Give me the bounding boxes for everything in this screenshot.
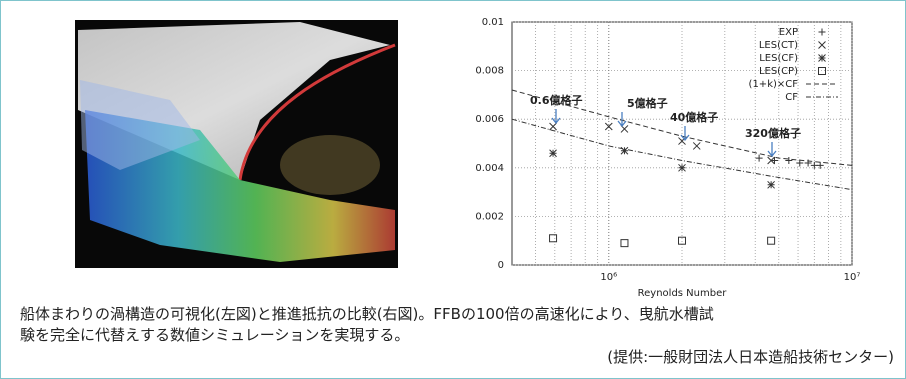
y-tick-label: 0.01 <box>482 17 504 28</box>
marker <box>819 29 826 36</box>
marker <box>550 235 557 242</box>
marker <box>805 159 812 166</box>
x-axis-label: Reynolds Number <box>638 288 728 299</box>
page: body { margin: 0; width: 906px; height: … <box>0 0 906 379</box>
flow-visualization <box>75 20 398 268</box>
marker <box>621 240 628 247</box>
annotation-arrow <box>768 142 776 156</box>
marker <box>550 123 557 130</box>
marker <box>817 162 824 169</box>
y-tick-label: 0.008 <box>475 66 504 77</box>
x-tick-label: 10⁶ <box>600 272 617 283</box>
legend-label: (1+k)×CF <box>749 79 799 90</box>
y-tick-label: 0.004 <box>475 163 504 174</box>
caption-line: 験を完全に代替えする数値シミュレーションを実現する。 <box>20 324 409 345</box>
caption-line: 船体まわりの渦構造の可視化(左図)と推進抵抗の比較(右図)。FFBの100倍の高… <box>20 303 714 324</box>
marker <box>550 150 557 157</box>
y-tick-label: 0.002 <box>475 211 504 222</box>
y-tick-label: 0.006 <box>475 114 504 125</box>
legend-label: LES(CP) <box>759 66 798 77</box>
legend-label: EXP <box>779 27 798 38</box>
annotation: 320億格子 <box>745 126 801 140</box>
marker <box>819 42 826 49</box>
legend-label: CF <box>785 92 798 103</box>
legend-label: LES(CT) <box>759 40 798 51</box>
x-tick-label: 10⁷ <box>844 272 861 283</box>
marker <box>785 157 792 164</box>
marker <box>768 181 775 188</box>
annotation-arrow <box>552 109 560 123</box>
marker <box>679 164 686 171</box>
legend-label: LES(CF) <box>759 53 798 64</box>
y-tick-label: 0 <box>498 260 504 271</box>
annotation: 5億格子 <box>627 96 668 110</box>
figure: 0 0.002 0.004 0.006 0.008 0.01 10⁶ 10⁷ Reynolds … <box>0 0 906 300</box>
marker <box>693 142 700 149</box>
annotation-arrow <box>618 112 626 126</box>
caption-credit: (提供:一般財団法人日本造船技術センター) <box>607 346 894 367</box>
marker <box>819 55 826 62</box>
annotation: 40億格子 <box>670 110 718 124</box>
marker <box>756 155 763 162</box>
annotation: 0.6億格子 <box>530 93 583 107</box>
marker <box>768 237 775 244</box>
page-body: {"chart_data": {"type": "scatter", "x_la… <box>0 0 906 379</box>
